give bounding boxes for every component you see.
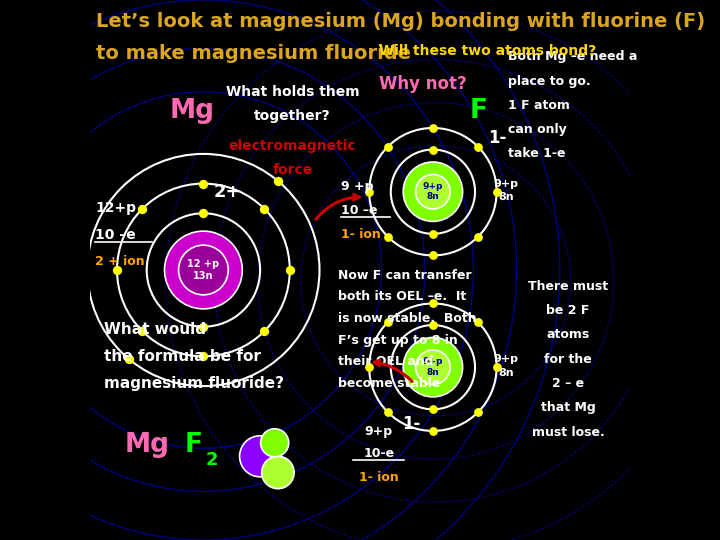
- Circle shape: [403, 162, 462, 221]
- Text: 9+p: 9+p: [493, 354, 518, 364]
- Text: What would: What would: [104, 322, 205, 337]
- Point: [382, 318, 394, 327]
- Circle shape: [415, 350, 450, 384]
- Text: 1- ion: 1- ion: [359, 471, 399, 484]
- Point: [364, 363, 375, 372]
- Text: both its OEL –e.  It: both its OEL –e. It: [338, 291, 467, 303]
- Text: their OEL and: their OEL and: [338, 355, 434, 368]
- Circle shape: [415, 174, 450, 209]
- Text: that Mg: that Mg: [541, 401, 595, 414]
- Point: [382, 408, 394, 416]
- Text: 12+p: 12+p: [95, 201, 136, 215]
- Point: [137, 205, 148, 213]
- Point: [123, 355, 135, 363]
- Point: [197, 322, 209, 331]
- Point: [427, 124, 438, 132]
- Point: [364, 187, 375, 196]
- Point: [382, 232, 394, 241]
- Point: [284, 266, 296, 274]
- Text: Mg: Mg: [170, 98, 215, 124]
- Text: 2+: 2+: [214, 183, 241, 201]
- Text: become stable: become stable: [338, 377, 441, 390]
- Point: [197, 179, 209, 188]
- Text: for the: for the: [544, 353, 592, 366]
- Text: What holds them: What holds them: [225, 85, 359, 99]
- Point: [272, 177, 284, 185]
- Point: [258, 205, 270, 213]
- Text: 1 F atom: 1 F atom: [508, 99, 570, 112]
- Text: There must: There must: [528, 280, 608, 293]
- Text: Now F can transfer: Now F can transfer: [338, 269, 472, 282]
- Text: take 1-e: take 1-e: [508, 147, 566, 160]
- Text: the formula be for: the formula be for: [104, 349, 261, 364]
- Text: Mg: Mg: [125, 433, 170, 458]
- Text: 9+p
8n: 9+p 8n: [423, 182, 443, 201]
- Text: F’s get up to 8 in: F’s get up to 8 in: [338, 334, 458, 347]
- Text: to make magnesium fluoride: to make magnesium fluoride: [96, 44, 412, 63]
- Point: [111, 266, 122, 274]
- Text: 10-e: 10-e: [364, 447, 395, 460]
- Text: 1- ion: 1- ion: [341, 228, 381, 241]
- Text: F: F: [184, 433, 202, 458]
- Point: [491, 363, 503, 372]
- Text: 8n: 8n: [498, 368, 513, 377]
- Text: Let’s look at magnesium (Mg) bonding with fluorine (F): Let’s look at magnesium (Mg) bonding wit…: [96, 12, 706, 31]
- Text: F: F: [470, 98, 488, 124]
- Text: 1-: 1-: [488, 129, 507, 147]
- Text: Both Mg –e need a: Both Mg –e need a: [508, 50, 638, 63]
- Circle shape: [262, 456, 294, 489]
- Text: 1-: 1-: [402, 415, 420, 433]
- Point: [427, 145, 438, 154]
- Text: 2: 2: [206, 451, 219, 469]
- Point: [427, 230, 438, 238]
- Point: [197, 352, 209, 361]
- Circle shape: [261, 429, 289, 457]
- Text: force: force: [272, 163, 312, 177]
- Circle shape: [240, 436, 281, 477]
- Point: [427, 251, 438, 260]
- Point: [427, 427, 438, 435]
- Point: [427, 405, 438, 414]
- Text: be 2 F: be 2 F: [546, 304, 590, 317]
- Text: 9 +p: 9 +p: [341, 180, 374, 193]
- Text: 10 –e: 10 –e: [95, 228, 136, 242]
- Point: [472, 232, 484, 241]
- Point: [472, 408, 484, 416]
- Text: 12 +p
13n: 12 +p 13n: [187, 259, 220, 281]
- Text: can only: can only: [508, 123, 567, 136]
- Text: Will these two atoms bond?: Will these two atoms bond?: [379, 44, 596, 58]
- Text: 10 –e: 10 –e: [341, 204, 377, 217]
- Circle shape: [179, 245, 228, 295]
- Text: magnesium fluoride?: magnesium fluoride?: [104, 376, 284, 391]
- Text: together?: together?: [254, 109, 330, 123]
- Point: [472, 143, 484, 151]
- Text: 9+p: 9+p: [493, 179, 518, 188]
- Text: is now stable.  Both: is now stable. Both: [338, 312, 477, 325]
- Point: [258, 327, 270, 335]
- Point: [197, 209, 209, 218]
- Circle shape: [403, 338, 462, 397]
- Point: [427, 299, 438, 308]
- Text: must lose.: must lose.: [531, 426, 604, 438]
- Point: [427, 321, 438, 329]
- Text: electromagnetic: electromagnetic: [229, 139, 356, 153]
- Text: 9+p
8n: 9+p 8n: [423, 357, 443, 377]
- Text: 8n: 8n: [498, 192, 513, 202]
- Text: atoms: atoms: [546, 328, 590, 341]
- Point: [382, 143, 394, 151]
- Text: 9+p: 9+p: [365, 426, 393, 438]
- Point: [491, 187, 503, 196]
- Circle shape: [164, 231, 242, 309]
- Text: Why not?: Why not?: [379, 75, 467, 92]
- Text: 2 – e: 2 – e: [552, 377, 584, 390]
- Point: [137, 327, 148, 335]
- Text: place to go.: place to go.: [508, 75, 591, 87]
- Point: [472, 318, 484, 327]
- Text: 2 + ion: 2 + ion: [95, 255, 145, 268]
